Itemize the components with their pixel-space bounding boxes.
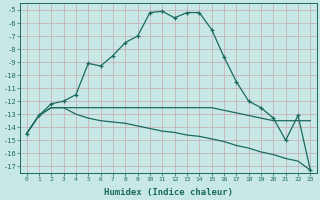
X-axis label: Humidex (Indice chaleur): Humidex (Indice chaleur) — [104, 188, 233, 197]
